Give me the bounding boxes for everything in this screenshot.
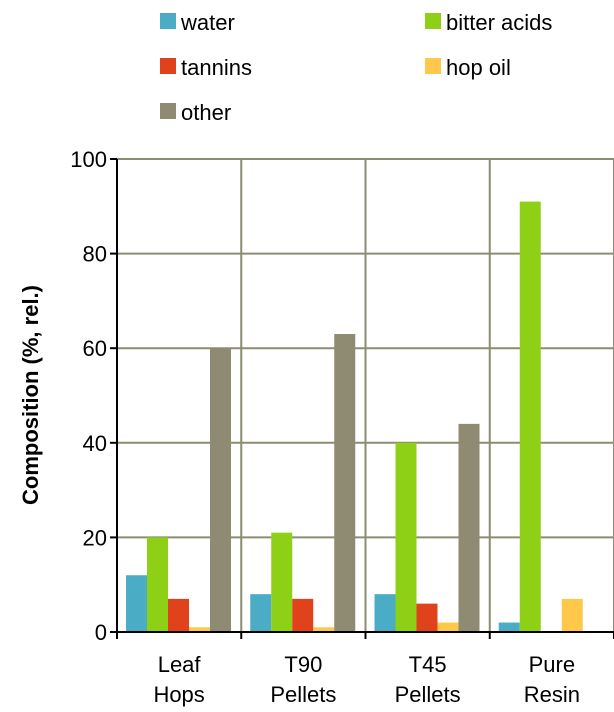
bar-other-2	[458, 423, 480, 632]
bar-tannins-2	[416, 603, 438, 632]
legend-label-bitter-acids: bitter acids	[446, 10, 552, 35]
x-tick-labels: Leaf Hops T90 Pellets T45 Pellets Pure Resin	[153, 652, 580, 707]
axes	[110, 158, 614, 639]
x-tick-label-line: Pure	[529, 652, 575, 677]
bar-hop-oil-0	[189, 627, 210, 632]
x-tick-label-line: Hops	[153, 682, 204, 707]
bar-water-0	[126, 575, 147, 632]
bar-hop-oil-3	[561, 598, 583, 632]
x-tick-label-line: Resin	[524, 682, 580, 707]
legend-swatch-tannins	[160, 58, 176, 74]
y-tick-labels: 0 20 40 60 80 100	[70, 147, 107, 645]
bar-water-1	[250, 594, 272, 632]
y-tick-label: 60	[83, 336, 107, 361]
x-tick-label: Pure Resin	[524, 652, 580, 707]
y-tick-label: 40	[83, 431, 107, 456]
x-tick-label: T45 Pellets	[395, 652, 461, 707]
bar-bitter-acids-3	[519, 201, 541, 632]
x-tick-label: Leaf Hops	[153, 652, 204, 707]
x-tick-label: T90 Pellets	[270, 652, 336, 707]
bars	[126, 201, 583, 632]
bar-bitter-acids-1	[271, 532, 293, 632]
y-axis-label: Composition (%, rel.)	[18, 285, 43, 505]
legend-swatch-water	[160, 13, 176, 29]
legend-label-tannins: tannins	[181, 55, 252, 80]
bar-tannins-1	[292, 598, 314, 632]
legend: water bitter acids tannins hop oil other	[160, 10, 552, 125]
bar-hop-oil-1	[313, 627, 335, 632]
legend-label-other: other	[181, 100, 231, 125]
x-tick-label-line: Pellets	[395, 682, 461, 707]
bar-bitter-acids-2	[395, 442, 417, 632]
y-tick-label: 0	[95, 620, 107, 645]
x-tick-label-line: T45	[409, 652, 447, 677]
bar-other-0	[210, 348, 231, 632]
bar-other-1	[334, 334, 356, 632]
legend-label-hop-oil: hop oil	[446, 55, 511, 80]
gridlines	[117, 158, 614, 632]
x-tick-label-line: Pellets	[270, 682, 336, 707]
x-tick-label-line: Leaf	[158, 652, 202, 677]
legend-swatch-hop-oil	[425, 58, 441, 74]
bar-water-3	[498, 622, 520, 632]
legend-swatch-bitter-acids	[425, 13, 441, 29]
y-tick-label: 20	[83, 525, 107, 550]
bar-water-2	[374, 594, 396, 632]
bar-bitter-acids-0	[147, 537, 168, 632]
bar-tannins-0	[168, 598, 189, 632]
y-tick-label: 100	[70, 147, 107, 172]
bar-hop-oil-2	[437, 622, 459, 632]
y-tick-label: 80	[83, 242, 107, 267]
legend-label-water: water	[180, 10, 235, 35]
legend-swatch-other	[160, 103, 176, 119]
x-tick-label-line: T90	[284, 652, 322, 677]
